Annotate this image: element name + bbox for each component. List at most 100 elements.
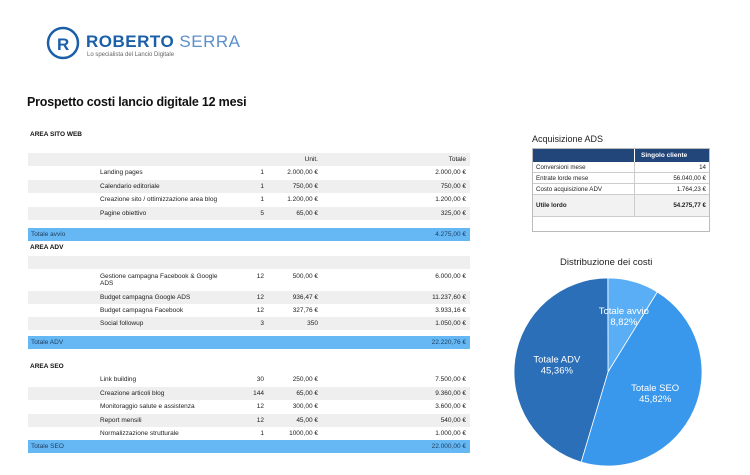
row-total: 1.050,00 € [435, 320, 466, 327]
col-unit: Unit. [304, 156, 318, 163]
brand-logo: R ROBERTO SERRA Lo specialista del Lanci… [46, 26, 240, 66]
row-qty: 1 [260, 430, 264, 437]
row-qty: 1 [260, 169, 264, 176]
svg-text:R: R [57, 35, 69, 54]
row-qty: 3 [260, 320, 264, 327]
row-total: 11.237,60 € [432, 294, 466, 301]
ads-row: Conversioni mese 14 [533, 162, 709, 173]
pie-label-percent: 45,36% [541, 366, 574, 377]
total-value: 22.220,76 € [431, 339, 466, 346]
row-qty: 1 [260, 182, 264, 190]
table-row: Report mensili 12 45,00 € 540,00 € [28, 413, 470, 427]
total-row-sito: Totale avvio 4.275,00 € [28, 228, 470, 241]
pie-label-name: Totale SEO [631, 383, 679, 394]
row-name: Pagine obiettivo [100, 209, 147, 217]
row-unit: 350 [307, 320, 318, 327]
row-qty: 5 [260, 209, 264, 217]
table-row: Calendario editoriale 1 750,00 € 750,00 € [28, 179, 470, 193]
ads-row-label: Costo acquisizione ADV [536, 186, 603, 193]
row-qty: 12 [256, 307, 264, 314]
table-row: Budget campagna Google ADS 12 936,47 € 11.2… [28, 291, 470, 304]
row-total: 7.500,00 € [435, 376, 466, 383]
pie-label-percent: 45,82% [639, 394, 672, 405]
row-total: 6.000,00 € [435, 273, 466, 280]
row-name: Budget campagna Google ADS [100, 294, 191, 301]
row-name: Creazione sito / ottimizzazione area blo… [100, 196, 218, 203]
pie-label-name: Totale ADV [533, 355, 581, 366]
ads-row: Entrate lorde mese 56.040,00 € [533, 173, 709, 184]
row-unit: 936,47 € [292, 294, 318, 301]
total-row-adv: Totale ADV 22.220,76 € [28, 336, 470, 349]
brand-tagline: Lo specialista del Lancio Digitale [87, 52, 175, 58]
total-label: Totale ADV [31, 339, 64, 346]
table-row: Creazione sito / ottimizzazione area blo… [28, 193, 470, 206]
row-name: Monitoraggio salute e assistenza [100, 403, 195, 410]
table-row: Gestione campagna Facebook & Google ADS 12… [28, 270, 470, 290]
row-total: 540,00 € [440, 416, 466, 424]
ads-row-utile: Utile lordo 54.275,77 € [533, 195, 709, 217]
table-row: Link building 30 250,00 € 7.500,00 € [28, 373, 470, 386]
ads-title: Acquisizione ADS [532, 134, 604, 144]
section-label-adv: AREA ADV [30, 244, 64, 251]
row-unit: 1.200,00 € [287, 196, 318, 203]
row-total: 1.200,00 € [435, 196, 466, 203]
ads-row-value: 14 [699, 164, 706, 171]
total-label: Totale SEO [31, 443, 64, 450]
table-row: Pagine obiettivo 5 65,00 € 325,00 € [28, 206, 470, 220]
chart-title: Distribuzione dei costi [560, 257, 653, 268]
pie-slice-1 [580, 291, 703, 467]
row-qty: 12 [256, 403, 264, 410]
row-name: Creazione articoli blog [100, 389, 165, 397]
row-qty: 30 [256, 376, 264, 383]
pie-label-name: Totale avvio [599, 306, 649, 317]
row-total: 9.360,00 € [435, 389, 466, 397]
brand-name: ROBERTO SERRA [86, 32, 241, 51]
row-total: 3.933,16 € [435, 307, 466, 314]
total-value: 4.275,00 € [435, 231, 466, 238]
page-title: Prospetto costi lancio digitale 12 mesi [27, 95, 247, 109]
row-name: Report mensili [100, 416, 142, 424]
row-total: 2.000,00 € [435, 169, 466, 176]
row-qty: 12 [256, 273, 264, 280]
row-name: Calendario editoriale [100, 182, 160, 190]
ads-row-label: Conversioni mese [536, 164, 586, 171]
row-unit: 327,76 € [292, 307, 318, 314]
table-row: Normalizzazione strutturale 1 1000,00 € 1.0… [28, 427, 470, 440]
row-total: 750,00 € [440, 182, 466, 190]
ads-row-value: 1.764,23 € [676, 186, 706, 193]
row-unit: 65,00 € [296, 209, 318, 217]
section-label-seo: AREA SEO [30, 363, 64, 370]
total-label: Totale avvio [31, 231, 66, 238]
row-qty: 1 [260, 196, 264, 203]
row-name: Normalizzazione strutturale [100, 430, 179, 437]
ads-table: Singolo cliente Conversioni mese 14 Entrat… [532, 148, 710, 232]
utile-label: Utile lordo [536, 202, 567, 209]
row-name: Landing pages [100, 169, 143, 176]
total-value: 22.000,00 € [431, 443, 466, 450]
ads-row-label: Entrate lorde mese [536, 175, 589, 182]
ads-header-label: Singolo cliente [641, 152, 688, 159]
row-name: Link building [100, 376, 137, 383]
row-unit: 300,00 € [292, 403, 318, 410]
table-row: Budget campagna Facebook 12 327,76 € 3.933,… [28, 304, 470, 317]
row-unit: 65,00 € [296, 389, 318, 397]
logo-icon: R [46, 26, 80, 60]
col-total: Totale [448, 156, 466, 163]
row-qty: 12 [256, 416, 264, 424]
table-row: Social followup 3 350 1.050,00 € [28, 317, 470, 330]
row-name: Gestione campagna Facebook & Google ADS [100, 273, 218, 287]
table-row: Monitoraggio salute e assistenza 12 300,00… [28, 400, 470, 413]
row-unit: 750,00 € [292, 182, 318, 190]
row-total: 3.600,00 € [435, 403, 466, 410]
ads-table-header: Singolo cliente [533, 149, 709, 162]
row-total: 1.000,00 € [435, 430, 466, 437]
table-header [28, 256, 470, 269]
section-label-sito: AREA SITO WEB [30, 131, 83, 138]
row-total: 325,00 € [440, 209, 466, 217]
row-qty: 144 [253, 389, 264, 397]
table-row: Creazione articoli blog 144 65,00 € 9.360,0… [28, 386, 470, 400]
row-name: Budget campagna Facebook [100, 307, 184, 314]
row-unit: 2.000,00 € [287, 169, 318, 176]
row-name: Social followup [100, 320, 144, 327]
